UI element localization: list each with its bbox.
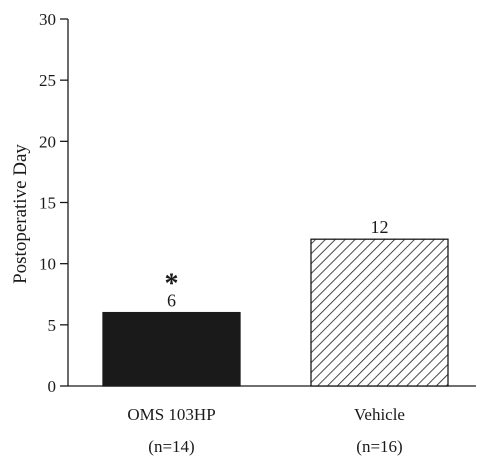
y-tick-label: 20 <box>39 132 56 151</box>
y-tick-label: 10 <box>39 255 56 274</box>
x-category-label: Vehicle <box>354 405 405 424</box>
bar <box>310 238 449 387</box>
y-axis-title: Postoperative Day <box>10 144 31 284</box>
x-axis-labels: OMS 103HP (n=14) Vehicle (n=16) <box>127 405 405 456</box>
x-category-n-label: (n=14) <box>148 437 194 456</box>
x-category-n-label: (n=16) <box>356 437 402 456</box>
y-tick-label: 15 <box>39 194 56 213</box>
bar-value-label: 6 <box>167 291 176 311</box>
x-category-label: OMS 103HP <box>127 405 215 424</box>
y-tick-label: 30 <box>39 10 56 29</box>
significance-asterisk: * <box>165 269 179 300</box>
bar <box>102 311 241 387</box>
bars: 6 12 * <box>102 217 449 387</box>
y-tick-label: 25 <box>39 71 56 90</box>
bar-value-label: 12 <box>371 217 389 237</box>
y-tick-label: 5 <box>48 316 57 335</box>
y-tick-label: 0 <box>48 377 57 396</box>
